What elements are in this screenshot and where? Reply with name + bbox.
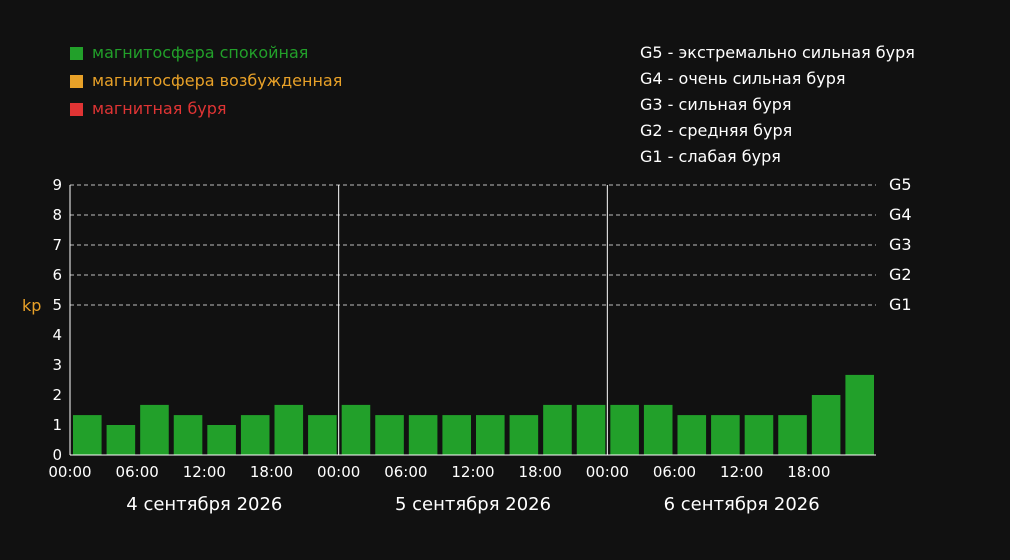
kp-bar (442, 415, 471, 455)
g-scale-legend: G5 - экстремально сильная буря G4 - очень… (640, 43, 915, 166)
kp-bar (509, 415, 539, 455)
kp-bar (778, 415, 807, 455)
kp-bar (543, 404, 572, 455)
legend-label: магнитная буря (92, 99, 227, 118)
kp-bar (308, 415, 337, 455)
kp-bar (207, 425, 236, 455)
x-tick-label: 06:00 (116, 463, 159, 481)
y-tick-label: 0 (52, 446, 62, 464)
kp-bar (106, 425, 136, 455)
x-tick-label: 18:00 (787, 463, 830, 481)
x-tick-label: 18:00 (519, 463, 562, 481)
kp-bar (240, 415, 270, 455)
kp-bar (576, 404, 606, 455)
x-tick-label: 00:00 (586, 463, 629, 481)
day-label: 4 сентября 2026 (126, 494, 282, 515)
y-tick-label: 6 (52, 266, 62, 284)
x-tick-label: 00:00 (317, 463, 360, 481)
x-tick-label: 12:00 (720, 463, 763, 481)
g-scale-item: G3 - сильная буря (640, 95, 791, 114)
y-tick-label: 5 (52, 296, 62, 314)
x-tick-label: 12:00 (183, 463, 226, 481)
storm-level-label: G3 (889, 235, 912, 254)
legend-label: магнитосфера возбужденная (92, 71, 342, 90)
grid: G1 G2 G3 G4 G5 (70, 175, 912, 455)
g-scale-item: G1 - слабая буря (640, 147, 781, 166)
kp-bar (140, 404, 169, 455)
kp-bar (274, 404, 304, 455)
kp-bar (845, 374, 874, 455)
storm-level-label: G4 (889, 205, 912, 224)
kp-bar (173, 415, 203, 455)
axes: 0 1 2 3 4 5 6 7 8 9 kp 00:00 06:00 12:00 18:00 4 сентяб… (22, 176, 876, 515)
y-tick-label: 9 (52, 176, 62, 194)
kp-bar (341, 404, 371, 455)
x-tick-label: 06:00 (653, 463, 696, 481)
legend-swatch (70, 47, 83, 60)
x-tick-label: 18:00 (250, 463, 293, 481)
x-tick-label: 06:00 (384, 463, 427, 481)
g-scale-item: G2 - средняя буря (640, 121, 792, 140)
y-tick-label: 2 (52, 386, 62, 404)
day-label: 6 сентября 2026 (664, 494, 820, 515)
legend-swatch (70, 103, 83, 116)
kp-bar (375, 415, 404, 455)
kp-bar (476, 415, 505, 455)
g-scale-item: G4 - очень сильная буря (640, 69, 846, 88)
kp-bar (711, 415, 740, 455)
x-tick-label: 12:00 (451, 463, 494, 481)
y-axis-label: kp (22, 296, 41, 315)
y-tick-label: 8 (52, 206, 62, 224)
kp-bar (811, 395, 841, 455)
kp-bar (744, 415, 774, 455)
kp-bar (677, 415, 707, 455)
kp-bar (643, 404, 673, 455)
y-tick-label: 4 (52, 326, 62, 344)
legend: магнитосфера спокойная магнитосфера возбу… (70, 43, 342, 118)
y-tick-label: 1 (52, 416, 62, 434)
x-tick-label: 00:00 (48, 463, 91, 481)
kp-bar (610, 404, 639, 455)
legend-label: магнитосфера спокойная (92, 43, 308, 62)
storm-level-label: G1 (889, 295, 912, 314)
day-label: 5 сентября 2026 (395, 494, 551, 515)
y-tick-label: 7 (52, 236, 62, 254)
g-scale-item: G5 - экстремально сильная буря (640, 43, 915, 62)
y-tick-label: 3 (52, 356, 62, 374)
bars (73, 374, 874, 455)
storm-level-label: G5 (889, 175, 912, 194)
kp-bar (73, 415, 102, 455)
legend-swatch (70, 75, 83, 88)
storm-level-label: G2 (889, 265, 912, 284)
kp-bar (408, 415, 438, 455)
